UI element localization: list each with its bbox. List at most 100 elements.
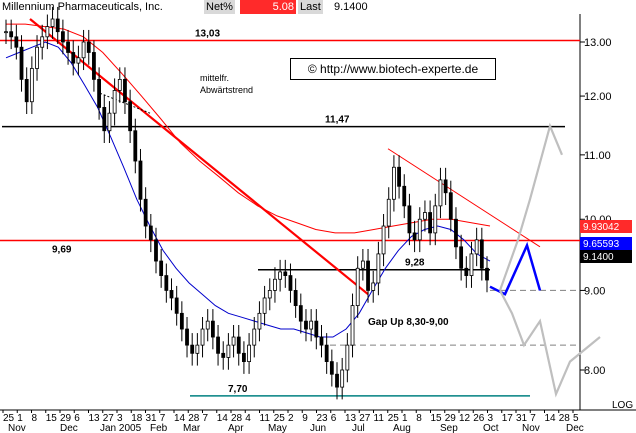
candle-body — [112, 90, 117, 114]
candle-body — [4, 31, 8, 34]
candle-body — [97, 78, 101, 108]
candle-body — [485, 267, 489, 281]
candle-body — [179, 312, 184, 330]
x-tick-label: 11 — [260, 413, 271, 424]
candle-body — [221, 352, 226, 358]
x-month-label: Nov — [8, 423, 26, 433]
level-label: 13,03 — [195, 28, 220, 39]
candle-body — [350, 305, 355, 346]
last-price-label: Last — [298, 0, 323, 14]
candle-body — [288, 275, 293, 291]
x-tick-label: 6 — [74, 413, 80, 424]
price-badge — [580, 220, 632, 233]
x-month-label: Jun — [310, 423, 326, 433]
candle-body — [309, 320, 314, 330]
x-tick-label: 1 — [17, 413, 23, 424]
price-badge-label: 9.93042 — [583, 222, 620, 233]
x-tick-label: 25 — [274, 413, 286, 424]
candle-body — [242, 352, 246, 363]
projection-grey-down-path — [499, 289, 601, 398]
candle-body — [314, 320, 319, 338]
short-downtrend-line — [387, 148, 541, 248]
x-tick-label: 15 — [431, 413, 443, 424]
main-downtrend-line — [29, 18, 369, 296]
candle-body — [464, 267, 469, 276]
candle-body — [273, 278, 277, 291]
candle-body — [252, 328, 257, 346]
x-month-label: Aug — [393, 423, 411, 433]
x-tick-label: 29 — [60, 413, 72, 424]
candle-body — [164, 275, 169, 291]
candle-body — [474, 239, 479, 255]
x-tick-label: 7 — [530, 413, 536, 424]
x-tick-label: 29 — [445, 413, 457, 424]
candle-body — [324, 344, 329, 363]
candle-body — [293, 290, 298, 307]
projection-blue-path — [489, 241, 542, 296]
candle-body — [81, 41, 86, 59]
x-tick-label: 4 — [245, 413, 251, 424]
projection-grey-up-path — [498, 122, 564, 291]
candle-body — [376, 253, 381, 284]
candle-body — [102, 107, 107, 132]
candle-body — [9, 31, 14, 38]
x-axis: 25 1 8 15 29 6 13 27 3 18 31 7 14 28 7 14 28 4 11 25 2 9 23 6 13… — [2, 410, 584, 433]
x-tick-label: 5 — [573, 413, 579, 424]
candle-body — [257, 312, 262, 330]
candle-body — [24, 78, 29, 103]
x-month-label: Sep — [440, 423, 458, 433]
y-tick-label: 8.00 — [584, 365, 605, 377]
annotation-abwaertstrend: Abwärtstrend — [200, 85, 253, 95]
x-tick-label: 23 — [317, 413, 329, 424]
candle-body — [443, 179, 448, 194]
candle-body — [128, 101, 133, 132]
net-percent-value: 5.08 — [240, 0, 296, 14]
x-tick-label: 8 — [416, 413, 422, 424]
candle-body — [335, 373, 339, 388]
candle-body — [50, 18, 55, 27]
candle-body — [298, 305, 303, 322]
x-tick-label: 17 — [502, 413, 514, 424]
candle-body — [340, 369, 345, 388]
candle-body — [355, 267, 360, 307]
x-tick-label: 3 — [488, 413, 494, 424]
candle-body — [226, 344, 231, 358]
level-label: 11,47 — [325, 115, 350, 126]
x-tick-label: 15 — [46, 413, 58, 424]
x-tick-label: 13 — [345, 413, 357, 424]
candle-body — [45, 26, 50, 38]
candle-body — [423, 212, 427, 220]
x-tick-label: 25 — [388, 413, 400, 424]
x-tick-label: 18 — [131, 413, 143, 424]
x-tick-label: 11 — [374, 413, 385, 424]
copyright-box: © http://www.biotech-experte.de — [290, 58, 496, 80]
candle-body — [366, 260, 370, 291]
candle-body — [231, 336, 236, 346]
candle-body — [236, 336, 241, 354]
x-tick-label: 7 — [160, 413, 166, 424]
x-month-label: Apr — [228, 423, 244, 433]
x-tick-label: 2 — [288, 413, 294, 424]
candle-body — [143, 198, 148, 227]
candle-body — [195, 344, 200, 354]
candle-body — [169, 290, 174, 299]
x-tick-label: 14 — [545, 413, 557, 424]
candle-body — [60, 31, 65, 43]
annotation-mittelfr: mittelfr. — [200, 73, 229, 83]
candle-body — [66, 41, 70, 53]
price-badge — [580, 250, 632, 263]
candle-body — [319, 336, 324, 346]
candle-body — [397, 166, 401, 187]
candle-body — [190, 344, 195, 354]
candle-body — [402, 185, 407, 207]
candle-body — [154, 239, 158, 262]
candle-body — [216, 336, 220, 354]
horizontal-levels — [0, 39, 580, 397]
candle-body — [107, 112, 112, 132]
candle-body — [392, 166, 396, 200]
x-month-label: Feb — [150, 423, 168, 433]
x-tick-label: 9 — [302, 413, 308, 424]
candle-body — [117, 78, 122, 91]
x-month-label: Nov — [522, 423, 540, 433]
candle-body — [138, 160, 143, 200]
